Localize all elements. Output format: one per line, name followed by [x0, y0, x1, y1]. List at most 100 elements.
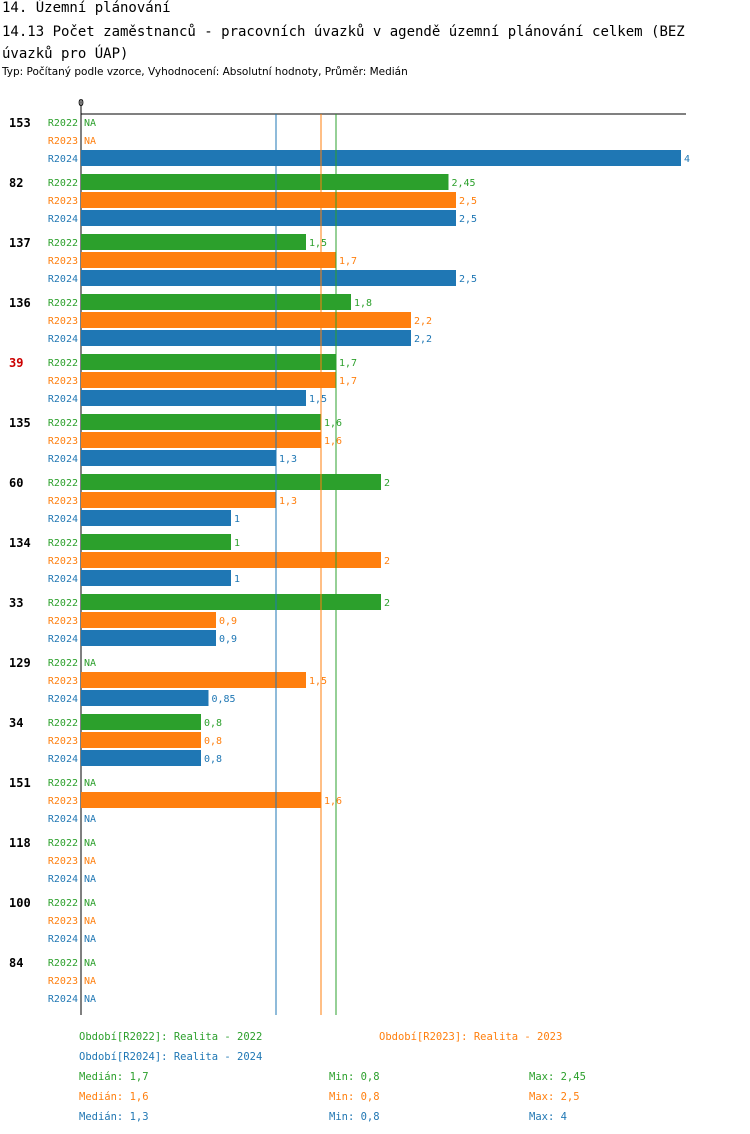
series-label: R2023	[48, 856, 78, 867]
data-label: 1,6	[324, 436, 342, 447]
data-label: 2	[384, 598, 390, 609]
series-label: R2022	[48, 898, 78, 909]
series-label: R2023	[48, 496, 78, 507]
series-label: R2022	[48, 598, 78, 609]
series-label: R2024	[48, 274, 78, 285]
bar	[81, 174, 449, 190]
bar	[81, 312, 411, 328]
category-label: 129	[9, 656, 31, 670]
data-label: 0,9	[219, 616, 237, 627]
data-label: 0,8	[204, 718, 222, 729]
data-label: 1,5	[309, 394, 327, 405]
series-label: R2024	[48, 574, 78, 585]
series-label: R2023	[48, 796, 78, 807]
na-label: NA	[84, 658, 96, 669]
series-label: R2022	[48, 118, 78, 129]
bar	[81, 594, 381, 610]
bar	[81, 630, 216, 646]
stat-median: Medián: 1,6	[79, 1091, 149, 1103]
category-label: 84	[9, 956, 23, 970]
na-label: NA	[84, 898, 96, 909]
bar	[81, 252, 336, 268]
category-label: 60	[9, 476, 23, 490]
bar	[81, 330, 411, 346]
na-label: NA	[84, 994, 96, 1005]
series-label: R2023	[48, 196, 78, 207]
data-label: 2,5	[459, 274, 477, 285]
category-label: 137	[9, 236, 31, 250]
series-label: R2023	[48, 676, 78, 687]
category-label: 39	[9, 356, 23, 370]
data-label: 2	[384, 556, 390, 567]
na-label: NA	[84, 976, 96, 987]
bar	[81, 510, 231, 526]
stat-max: Max: 4	[529, 1111, 567, 1123]
series-label: R2024	[48, 634, 78, 645]
category-label: 100	[9, 896, 31, 910]
chart-title: 14.13 Počet zaměstnanců - pracovních úva…	[2, 24, 685, 62]
series-label: R2022	[48, 418, 78, 429]
series-label: R2022	[48, 958, 78, 969]
bar	[81, 690, 209, 706]
category-label: 118	[9, 836, 31, 850]
bar	[81, 474, 381, 490]
series-label: R2024	[48, 994, 78, 1005]
data-label: 1,7	[339, 358, 357, 369]
legend-item: Období[R2023]: Realita - 2023	[379, 1031, 562, 1043]
bar	[81, 414, 321, 430]
bar	[81, 192, 456, 208]
category-label: 82	[9, 176, 23, 190]
series-label: R2024	[48, 394, 78, 405]
data-label: 1,5	[309, 238, 327, 249]
na-label: NA	[84, 874, 96, 885]
series-label: R2022	[48, 298, 78, 309]
bar	[81, 552, 381, 568]
bar	[81, 150, 681, 166]
data-label: 2,2	[414, 334, 432, 345]
stat-min: Min: 0,8	[329, 1111, 380, 1123]
legend-item: Období[R2022]: Realita - 2022	[79, 1031, 262, 1043]
stat-median: Medián: 1,7	[79, 1071, 149, 1083]
bar	[81, 210, 456, 226]
series-label: R2023	[48, 616, 78, 627]
data-label: 1,3	[279, 454, 297, 465]
series-label: R2023	[48, 256, 78, 267]
bar	[81, 372, 336, 388]
data-label: 0,8	[204, 736, 222, 747]
bar	[81, 732, 201, 748]
data-label: 1,3	[279, 496, 297, 507]
category-label: 135	[9, 416, 31, 430]
x-tick-label: 0	[78, 98, 84, 109]
series-label: R2023	[48, 976, 78, 987]
series-label: R2022	[48, 718, 78, 729]
bar	[81, 270, 456, 286]
data-label: 1,6	[324, 796, 342, 807]
series-label: R2022	[48, 358, 78, 369]
series-label: R2023	[48, 376, 78, 387]
series-label: R2022	[48, 178, 78, 189]
data-label: 1,7	[339, 376, 357, 387]
series-label: R2022	[48, 838, 78, 849]
series-label: R2024	[48, 754, 78, 765]
category-label: 136	[9, 296, 31, 310]
data-label: 1,6	[324, 418, 342, 429]
na-label: NA	[84, 934, 96, 945]
stat-min: Min: 0,8	[329, 1071, 380, 1083]
bar	[81, 534, 231, 550]
data-label: 1	[234, 574, 240, 585]
stat-max: Max: 2,5	[529, 1091, 580, 1103]
series-label: R2023	[48, 136, 78, 147]
data-label: 2,5	[459, 214, 477, 225]
series-label: R2024	[48, 454, 78, 465]
chart-subtitle: Typ: Počítaný podle vzorce, Vyhodnocení:…	[2, 66, 408, 78]
bar	[81, 570, 231, 586]
data-label: 1,7	[339, 256, 357, 267]
bar	[81, 714, 201, 730]
series-label: R2024	[48, 814, 78, 825]
section-title: 14. Územní plánování	[2, 0, 171, 16]
data-label: 1,5	[309, 676, 327, 687]
na-label: NA	[84, 814, 96, 825]
data-label: 4	[684, 154, 690, 165]
na-label: NA	[84, 778, 96, 789]
series-label: R2023	[48, 916, 78, 927]
